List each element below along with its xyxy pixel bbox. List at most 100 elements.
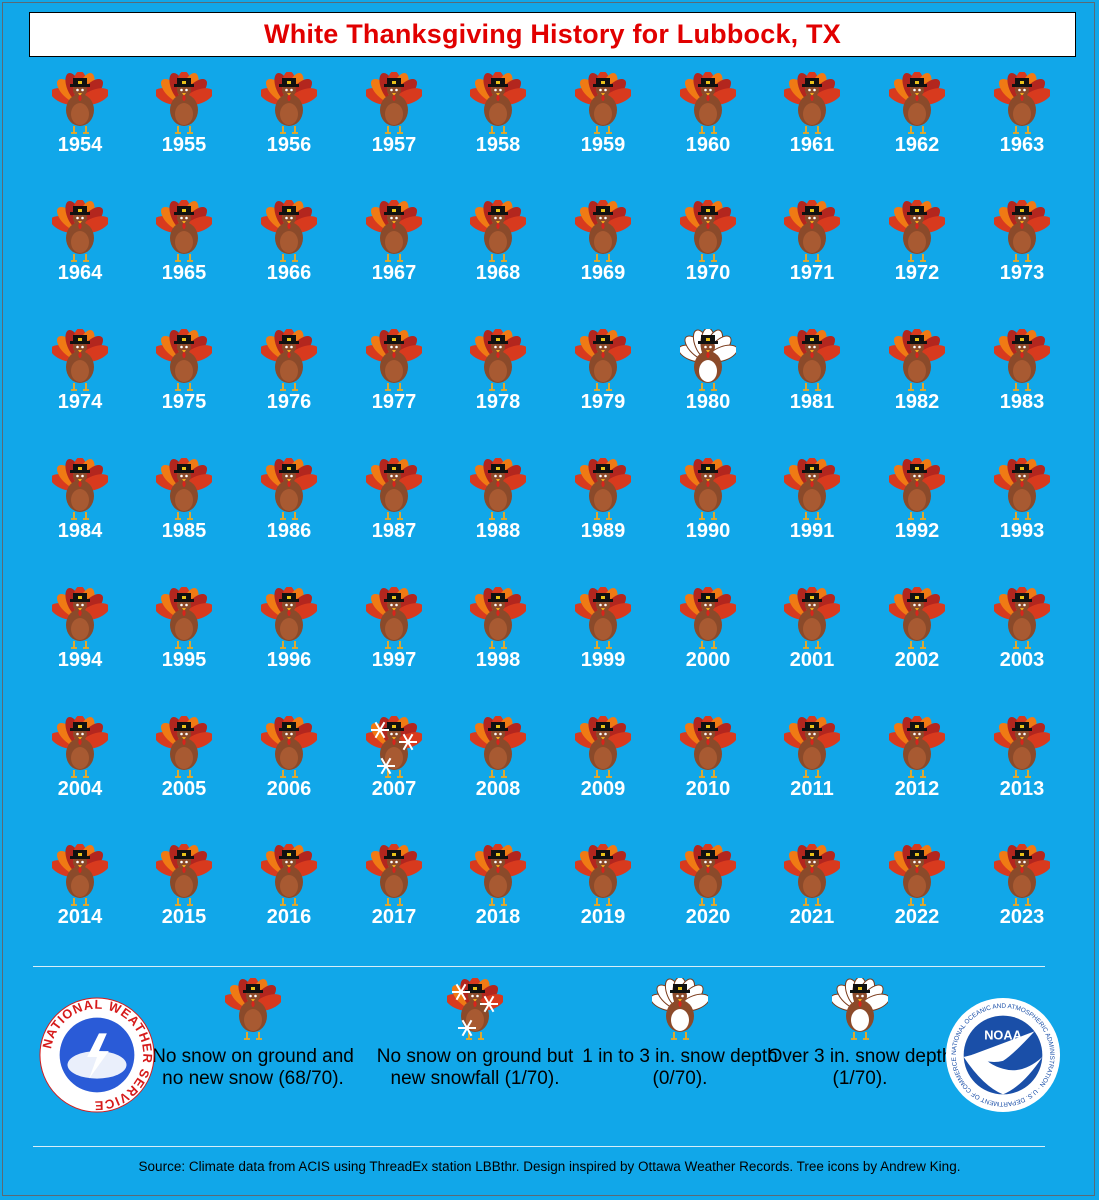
turkey-icon <box>470 458 526 520</box>
year-cell: 1988 <box>446 458 550 558</box>
turkey-icon <box>575 329 631 391</box>
turkey-icon <box>156 844 212 906</box>
year-cell: 1965 <box>132 200 236 300</box>
year-label: 1961 <box>789 134 835 156</box>
year-cell: 1967 <box>342 200 446 300</box>
turkey-icon <box>784 72 840 134</box>
year-label: 1978 <box>475 391 521 413</box>
year-cell: 2005 <box>132 716 236 816</box>
turkey-icon <box>156 329 212 391</box>
turkey-icon <box>156 587 212 649</box>
separator-bottom <box>33 1146 1045 1147</box>
year-cell: 1996 <box>237 587 341 687</box>
year-cell: 1995 <box>132 587 236 687</box>
year-label: 2001 <box>789 649 835 671</box>
page-title: White Thanksgiving History for Lubbock, … <box>264 19 841 49</box>
turkey-icon <box>261 716 317 778</box>
turkey-icon <box>994 587 1050 649</box>
year-label: 1982 <box>894 391 940 413</box>
year-label: 1970 <box>685 262 731 284</box>
noaa-logo-text: NOAA <box>984 1027 1022 1042</box>
turkey-icon <box>261 329 317 391</box>
year-label: 1977 <box>371 391 417 413</box>
turkey-icon <box>889 329 945 391</box>
year-cell: 2001 <box>760 587 864 687</box>
year-label: 1965 <box>161 262 207 284</box>
year-cell: 1984 <box>28 458 132 558</box>
turkey-icon <box>680 200 736 262</box>
year-cell: 1985 <box>132 458 236 558</box>
year-cell: 1954 <box>28 72 132 172</box>
year-cell: 2017 <box>342 844 446 944</box>
turkey-icon <box>784 716 840 778</box>
turkey-icon <box>156 72 212 134</box>
year-cell: 2006 <box>237 716 341 816</box>
year-label: 2003 <box>999 649 1045 671</box>
turkey-icon <box>994 72 1050 134</box>
year-label: 1960 <box>685 134 731 156</box>
year-label: 1983 <box>999 391 1045 413</box>
turkey-icon <box>261 458 317 520</box>
turkey-icon <box>994 200 1050 262</box>
year-label: 1981 <box>789 391 835 413</box>
turkey-icon <box>994 458 1050 520</box>
year-label: 2014 <box>57 906 103 928</box>
year-cell: 1998 <box>446 587 550 687</box>
year-cell: 1982 <box>865 329 969 429</box>
year-label: 1955 <box>161 134 207 156</box>
turkey-icon <box>889 458 945 520</box>
year-cell: 2023 <box>970 844 1074 944</box>
year-label: 2021 <box>789 906 835 928</box>
year-cell: 2013 <box>970 716 1074 816</box>
year-cell: 2022 <box>865 844 969 944</box>
snowy-turkey-icon <box>447 978 503 1040</box>
turkey-icon <box>784 329 840 391</box>
year-cell: 1966 <box>237 200 341 300</box>
year-label: 1972 <box>894 262 940 284</box>
year-cell: 1968 <box>446 200 550 300</box>
white-turkey-icon <box>652 978 708 1040</box>
legend-text: 1 in to 3 in. snow depth (0/70). <box>582 1046 778 1089</box>
separator-top <box>33 966 1045 967</box>
turkey-icon <box>52 844 108 906</box>
year-cell: 1973 <box>970 200 1074 300</box>
year-cell: 2014 <box>28 844 132 944</box>
year-cell: 2018 <box>446 844 550 944</box>
year-cell: 2016 <box>237 844 341 944</box>
year-label: 1969 <box>580 262 626 284</box>
year-cell: 1991 <box>760 458 864 558</box>
turkey-icon <box>366 72 422 134</box>
turkey-icon <box>225 978 281 1040</box>
year-label: 2008 <box>475 778 521 800</box>
year-label: 1991 <box>789 520 835 542</box>
year-cell: 1961 <box>760 72 864 172</box>
turkey-icon <box>575 716 631 778</box>
year-cell: 1975 <box>132 329 236 429</box>
year-cell: 1992 <box>865 458 969 558</box>
turkey-icon <box>889 587 945 649</box>
year-label: 2023 <box>999 906 1045 928</box>
turkey-icon <box>470 716 526 778</box>
title-box: White Thanksgiving History for Lubbock, … <box>29 12 1076 57</box>
turkey-icon <box>366 458 422 520</box>
year-cell: 1983 <box>970 329 1074 429</box>
turkey-icon <box>680 844 736 906</box>
year-label: 1997 <box>371 649 417 671</box>
year-label: 1987 <box>371 520 417 542</box>
year-label: 1998 <box>475 649 521 671</box>
turkey-icon <box>994 844 1050 906</box>
legend-item: 1 in to 3 in. snow depth (0/70). <box>575 978 785 1090</box>
turkey-icon <box>575 458 631 520</box>
year-grid: 1954 1955 1956 1957 1958 1959 1960 1961 1962 1963… <box>28 72 1074 944</box>
year-cell: 2010 <box>656 716 760 816</box>
year-label: 1963 <box>999 134 1045 156</box>
year-cell: 1970 <box>656 200 760 300</box>
year-label: 2011 <box>790 778 834 800</box>
turkey-icon <box>261 72 317 134</box>
year-label: 2017 <box>371 906 417 928</box>
snowflake-icon <box>399 733 417 751</box>
snowflake-icon <box>458 1019 476 1037</box>
year-cell: 1958 <box>446 72 550 172</box>
year-cell: 1964 <box>28 200 132 300</box>
turkey-icon <box>575 587 631 649</box>
